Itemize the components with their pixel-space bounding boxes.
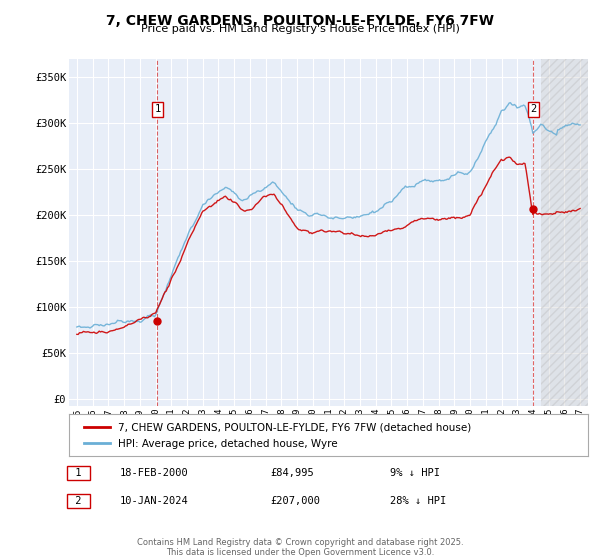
Text: 2: 2 <box>69 496 88 506</box>
Text: 9% ↓ HPI: 9% ↓ HPI <box>390 468 440 478</box>
Text: Contains HM Land Registry data © Crown copyright and database right 2025.
This d: Contains HM Land Registry data © Crown c… <box>137 538 463 557</box>
Bar <box>541 59 588 406</box>
Text: Price paid vs. HM Land Registry's House Price Index (HPI): Price paid vs. HM Land Registry's House … <box>140 24 460 34</box>
Text: 7, CHEW GARDENS, POULTON-LE-FYLDE, FY6 7FW: 7, CHEW GARDENS, POULTON-LE-FYLDE, FY6 7… <box>106 14 494 28</box>
Text: £207,000: £207,000 <box>270 496 320 506</box>
Text: 2: 2 <box>530 104 536 114</box>
Text: £84,995: £84,995 <box>270 468 314 478</box>
Text: 1: 1 <box>154 104 161 114</box>
Text: 1: 1 <box>69 468 88 478</box>
Text: 10-JAN-2024: 10-JAN-2024 <box>120 496 189 506</box>
Legend: 7, CHEW GARDENS, POULTON-LE-FYLDE, FY6 7FW (detached house), HPI: Average price,: 7, CHEW GARDENS, POULTON-LE-FYLDE, FY6 7… <box>79 418 475 452</box>
Text: 18-FEB-2000: 18-FEB-2000 <box>120 468 189 478</box>
Text: 28% ↓ HPI: 28% ↓ HPI <box>390 496 446 506</box>
